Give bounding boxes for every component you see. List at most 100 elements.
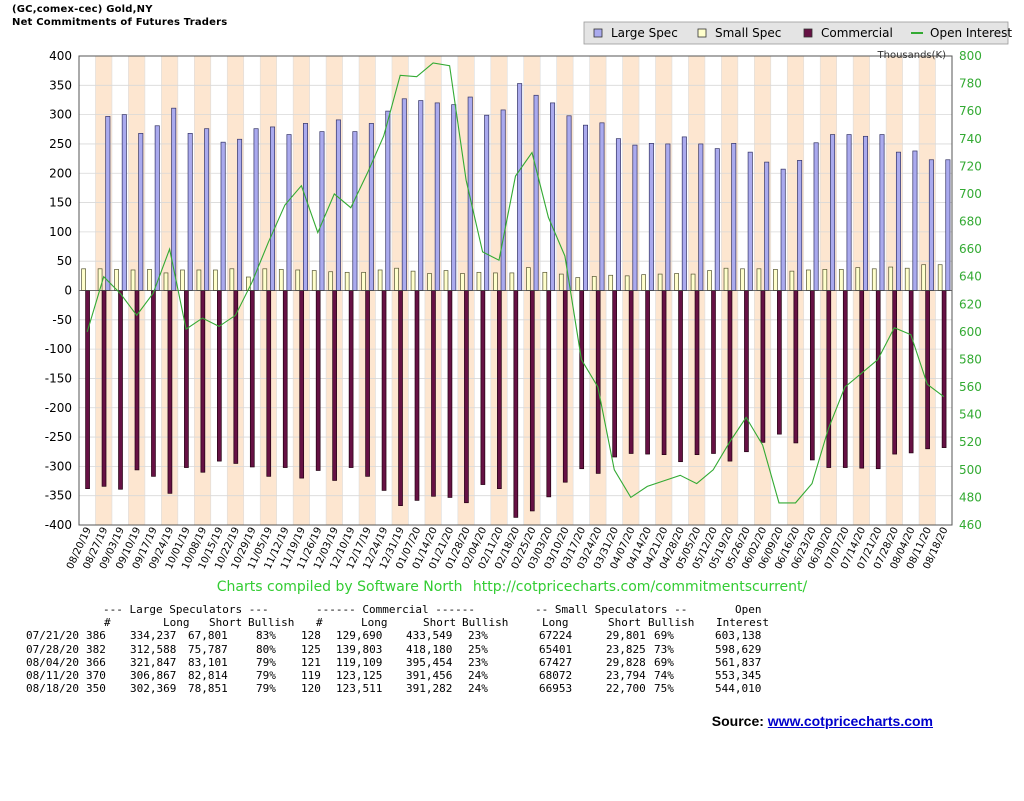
bar-small-spec (558, 273, 564, 291)
bar-small-spec (443, 270, 449, 291)
bar-commercial (282, 290, 288, 468)
small-spec-short: 22,700 (606, 682, 646, 696)
row-date: 08/18/20 (26, 682, 79, 696)
bar-large-spec (105, 116, 111, 291)
col-header: Short (608, 616, 642, 630)
commercial-long: 119,109 (336, 655, 383, 669)
legend-swatch (803, 28, 813, 38)
bar-commercial (925, 290, 930, 450)
bar-small-spec (130, 269, 136, 291)
bar-commercial (398, 290, 403, 507)
open-interest-value: 603,138 (715, 629, 762, 643)
bar-large-spec (813, 142, 819, 291)
commercial-short: 395,454 (406, 655, 453, 669)
bar-large-spec (253, 128, 259, 291)
bar-small-spec (806, 269, 811, 291)
bar-large-spec (615, 138, 621, 291)
y2-tick-label: 520 (959, 435, 982, 449)
compiled-label: Charts compiled by Software North (216, 579, 463, 595)
bar-large-spec (648, 143, 654, 291)
bar-large-spec (830, 134, 836, 291)
bar-commercial (464, 290, 469, 504)
large-spec-bullish: 80% (256, 642, 276, 656)
bar-small-spec (937, 264, 943, 291)
bar-commercial (645, 290, 650, 455)
y2-tick-label: 800 (959, 49, 982, 63)
bar-commercial (793, 290, 799, 444)
small-spec-bullish: 75% (654, 682, 674, 696)
table-column-header-row: # Long Short Bullish # Long Short Bullis… (26, 616, 769, 629)
bar-large-spec (204, 128, 210, 291)
small-spec-bullish: 73% (654, 642, 674, 656)
compiled-credit: Charts compiled by Software North http:/… (0, 579, 1024, 595)
legend-swatch (593, 28, 603, 38)
col-header: Interest (716, 616, 769, 630)
bar-large-spec (945, 159, 951, 291)
bar-large-spec (731, 143, 737, 291)
bar-small-spec (591, 276, 597, 291)
small-spec-bullish: 69% (654, 655, 674, 669)
small-spec-long: 67224 (539, 629, 573, 643)
bar-commercial (908, 290, 914, 454)
source-credit: Source: www.cotpricecharts.com (712, 713, 933, 729)
compiled-url[interactable]: http://cotpricecharts.com/commitmentscur… (472, 579, 808, 595)
y-tick-label: 0 (64, 284, 72, 298)
legend-label: Commercial (821, 26, 893, 40)
y-tick-label: -250 (45, 430, 72, 444)
bar-small-spec (822, 269, 828, 291)
chart-title: Net Commitments of Futures Traders (12, 17, 228, 28)
bar-small-spec (871, 268, 877, 291)
bar-commercial (315, 290, 321, 471)
small-spec-bullish: 74% (654, 668, 674, 682)
bar-commercial (365, 290, 370, 477)
y-tick-label: -50 (52, 313, 72, 327)
bar-commercial (118, 290, 123, 490)
bar-commercial (85, 290, 90, 490)
col-header: Long (163, 616, 190, 630)
bar-large-spec (928, 159, 934, 291)
bar-small-spec (921, 264, 926, 291)
bar-large-spec (451, 104, 457, 291)
small-spec-bullish: 69% (654, 629, 674, 643)
col-header: Long (542, 616, 569, 630)
table-row: 08/18/20 350 302,369 78,851 79% 120 123,511 391… (26, 682, 761, 695)
bar-small-spec (493, 272, 498, 291)
bar-small-spec (904, 267, 910, 291)
bar-small-spec (163, 272, 169, 291)
bar-commercial (480, 290, 486, 485)
y2-tick-label: 700 (959, 187, 982, 201)
bar-large-spec (401, 98, 407, 291)
bar-small-spec (361, 271, 366, 291)
bar-large-spec (500, 109, 506, 291)
y2-tick-label: 560 (959, 380, 982, 394)
y-tick-label: -400 (45, 518, 72, 532)
source-link[interactable]: www.cotpricecharts.com (767, 713, 933, 729)
bar-small-spec (575, 277, 581, 291)
y-tick-label: 250 (49, 137, 72, 151)
bar-small-spec (427, 273, 432, 291)
open-interest-value: 598,629 (715, 642, 762, 656)
y2-unit-label: Thousands(K) (877, 50, 947, 61)
large-spec-count: 370 (86, 668, 106, 682)
bar-commercial (661, 290, 667, 455)
open-interest-value: 553,345 (715, 668, 762, 682)
bar-large-spec (895, 151, 901, 291)
group-header-large-spec: --- Large Speculators --- (103, 603, 269, 616)
bar-small-spec (641, 274, 646, 291)
bar-commercial (217, 290, 222, 462)
bar-small-spec (81, 268, 86, 291)
bar-commercial (497, 290, 502, 490)
bar-large-spec (302, 123, 308, 291)
bar-large-spec (747, 151, 753, 291)
bar-large-spec (863, 135, 869, 291)
bar-commercial (447, 290, 453, 498)
bar-commercial (892, 290, 898, 455)
bar-small-spec (344, 271, 350, 291)
plot-frame (78, 55, 953, 526)
commercial-short: 433,549 (406, 629, 453, 643)
bar-small-spec (838, 269, 844, 291)
bar-commercial (694, 290, 700, 455)
y-tick-label: 200 (49, 166, 72, 180)
bar-commercial (579, 290, 585, 470)
commercial-short: 391,282 (406, 682, 453, 696)
